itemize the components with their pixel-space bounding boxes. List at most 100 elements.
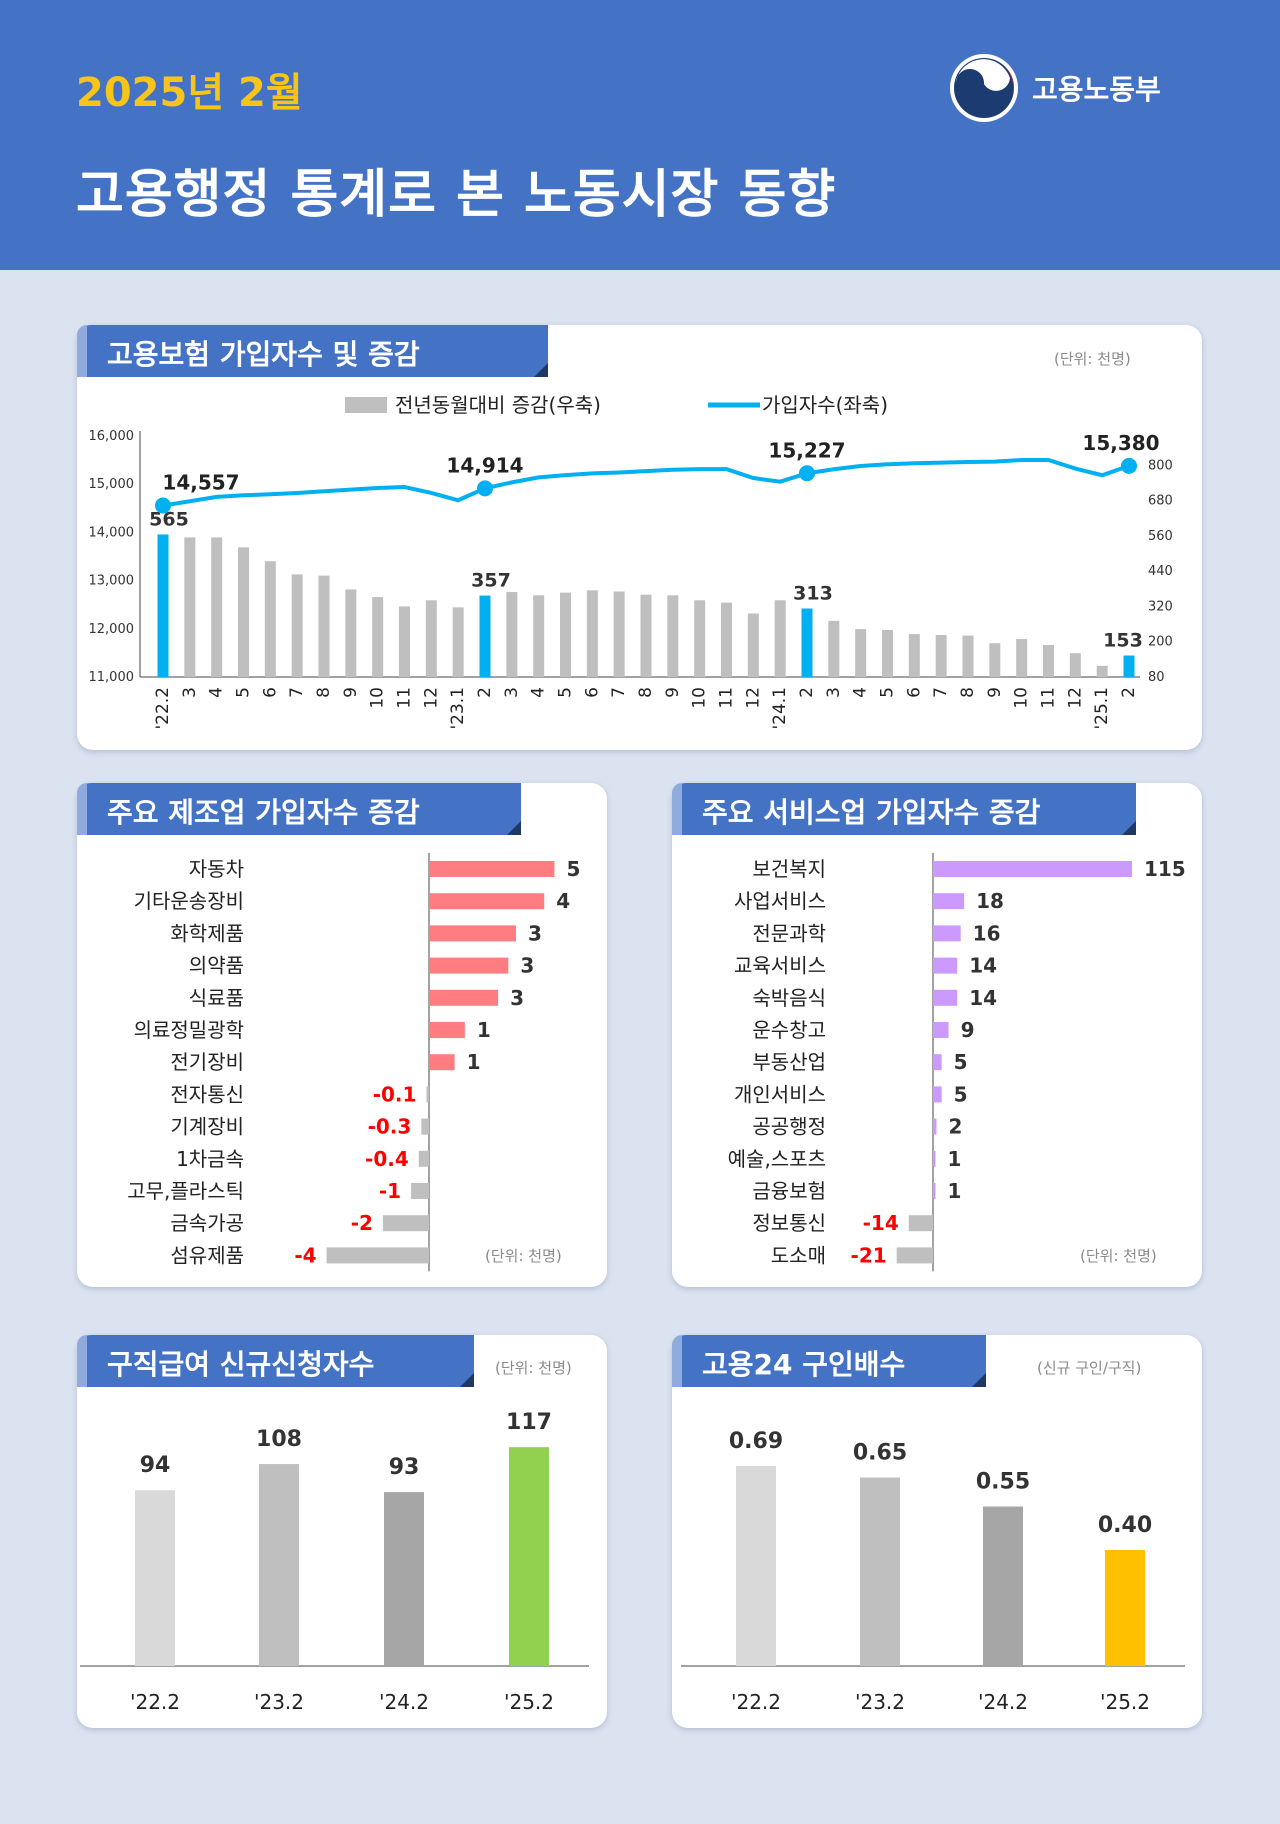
bar (264, 561, 276, 677)
line-marker (477, 480, 493, 497)
bar (1016, 639, 1028, 677)
category-label: 금융보험 (752, 1179, 826, 1203)
bar (933, 989, 958, 1006)
bar (429, 989, 499, 1006)
x-tick-label: '22.2 (153, 687, 173, 730)
y-left-tick-label: 13,000 (89, 574, 135, 589)
bar (426, 1086, 429, 1103)
category-label: 개인서비스 (734, 1082, 826, 1106)
category-label: 전기장비 (170, 1050, 244, 1074)
category-label: 화학제품 (170, 921, 244, 945)
x-tick-label: 6 (260, 687, 280, 698)
bar (721, 602, 732, 677)
category-label: 도소매 (771, 1243, 826, 1267)
x-tick-label: 6 (904, 687, 924, 698)
x-tick-label: 12 (421, 687, 441, 709)
bar (962, 635, 974, 677)
x-tick-label: 3 (180, 687, 200, 698)
bar (509, 1447, 549, 1666)
bar (747, 613, 759, 677)
bar-data-label: 1 (948, 1147, 962, 1171)
x-tick-label: 9 (341, 687, 361, 698)
x-tick-label: '23.2 (254, 1690, 304, 1714)
bar (452, 607, 464, 677)
x-tick-label: 8 (958, 687, 978, 698)
bar (259, 1464, 299, 1666)
bar (983, 1506, 1023, 1666)
bar (896, 1247, 933, 1264)
line-data-label: 14,914 (446, 453, 523, 477)
category-label: 식료품 (189, 986, 244, 1010)
legend-label-bar: 전년동월대비 증감(우축) (395, 393, 601, 417)
x-tick-label: 9 (663, 687, 683, 698)
y-right-tick-label: 560 (1148, 529, 1173, 544)
bar-data-label: 0.69 (729, 1429, 783, 1454)
bar (418, 1150, 429, 1167)
x-tick-label: 8 (314, 687, 334, 698)
x-tick-label: 7 (609, 687, 629, 698)
bar (586, 590, 598, 677)
y-right-tick-label: 680 (1148, 494, 1173, 509)
bar (184, 537, 196, 677)
x-tick-label: '25.1 (1092, 687, 1112, 730)
category-label: 운수창고 (752, 1018, 826, 1042)
category-label: 기계장비 (170, 1115, 244, 1139)
y-left-tick-label: 15,000 (89, 477, 135, 492)
bar-data-label: 14 (969, 986, 997, 1010)
y-left-tick-label: 11,000 (89, 670, 135, 685)
bar (933, 861, 1132, 877)
bar (933, 1086, 942, 1103)
bar-data-label: 357 (471, 570, 511, 592)
y-right-tick-label: 200 (1148, 635, 1173, 650)
category-label: 1차금속 (176, 1147, 244, 1171)
x-tick-label: 5 (234, 687, 254, 698)
bar (908, 1215, 933, 1232)
bar-data-label: 117 (506, 1410, 552, 1435)
category-label: 공공행정 (752, 1115, 826, 1139)
bar (506, 592, 518, 677)
bar-data-label: 1 (948, 1179, 962, 1203)
bar-data-label: 4 (556, 889, 570, 913)
bar (828, 620, 840, 677)
panel-title: 주요 제조업 가입자수 증감 (77, 783, 521, 835)
line-marker (799, 465, 815, 482)
bar (694, 600, 706, 677)
category-label: 전문과학 (752, 921, 826, 945)
bar-data-label: 5 (566, 857, 580, 881)
x-tick-label: 3 (502, 687, 522, 698)
taegeuk-emblem-icon (950, 54, 1018, 122)
panel-title: 주요 서비스업 가입자수 증감 (672, 783, 1136, 835)
bar (533, 595, 545, 677)
bar (1123, 655, 1135, 677)
bar-data-label: -0.4 (365, 1147, 409, 1171)
bar-data-label: 14 (969, 954, 997, 978)
x-tick-label: 5 (556, 687, 576, 698)
x-tick-label: 7 (287, 687, 307, 698)
bar (667, 595, 679, 677)
bar-data-label: 108 (256, 1427, 302, 1452)
category-label: 고무,플라스틱 (127, 1179, 244, 1203)
bar-data-label: 5 (954, 1082, 968, 1106)
category-label: 기타운송장비 (134, 889, 244, 913)
bar (933, 1022, 949, 1038)
bar-data-label: 9 (961, 1018, 975, 1042)
category-label: 의약품 (189, 954, 244, 978)
bar-data-label: 3 (520, 954, 534, 978)
x-tick-label: '22.2 (130, 1690, 180, 1714)
legend-label-line: 가입자수(좌축) (762, 393, 888, 417)
line-data-label: 14,557 (162, 471, 239, 495)
x-tick-label: '22.2 (731, 1690, 781, 1714)
bar-data-label: -0.1 (373, 1082, 417, 1106)
bar (345, 589, 357, 677)
panel-title: 구직급여 신규신청자수 (77, 1335, 474, 1387)
bar-data-label: 0.65 (853, 1441, 907, 1466)
category-label: 섬유제품 (170, 1243, 244, 1267)
bar-data-label: 93 (389, 1455, 420, 1480)
unit-label: (신규 구인/구직) (1037, 1359, 1142, 1377)
report-date: 2025년 2월 (76, 70, 303, 116)
x-tick-label: '24.2 (978, 1690, 1028, 1714)
x-tick-label: 5 (878, 687, 898, 698)
x-tick-label: 10 (690, 687, 710, 709)
panel-title: 고용24 구인배수 (672, 1335, 986, 1387)
